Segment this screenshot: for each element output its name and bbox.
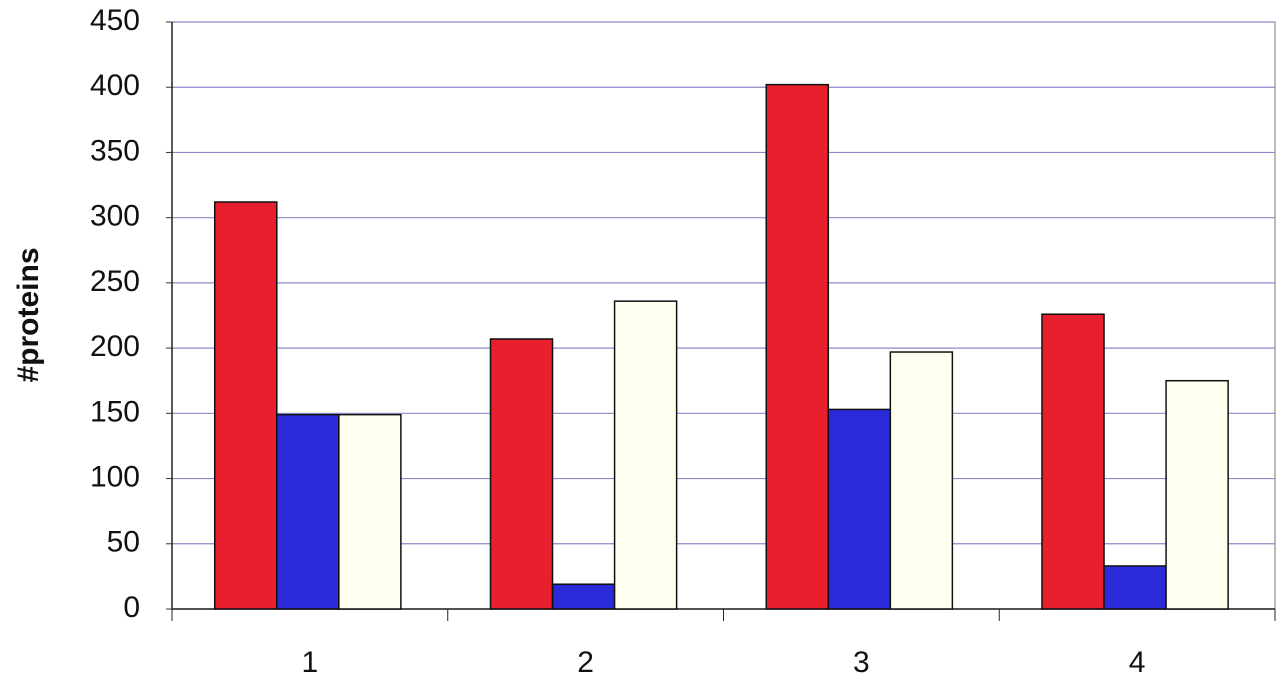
y-axis-label: #proteins (12, 247, 45, 382)
bar (338, 413, 402, 610)
bar (1041, 313, 1105, 610)
y-tick-label: 350 (90, 134, 140, 167)
x-tick-label: 3 (853, 646, 870, 679)
x-tick-label: 1 (302, 646, 319, 679)
y-tick-label: 400 (90, 69, 140, 102)
x-tick-label: 2 (577, 646, 594, 679)
y-tick-label: 250 (90, 265, 140, 298)
bar (551, 583, 616, 610)
y-tick-label: 0 (123, 591, 140, 624)
y-tick-label: 200 (90, 330, 140, 363)
bar (827, 408, 892, 610)
bar (765, 83, 830, 610)
bar (613, 300, 678, 610)
bar (213, 201, 278, 610)
y-tick-label: 100 (90, 460, 140, 493)
bar (1103, 565, 1167, 610)
y-tick-label: 450 (90, 4, 140, 37)
x-tick-label: 4 (1129, 646, 1146, 679)
bar (889, 351, 954, 610)
bar (489, 338, 554, 610)
y-tick-label: 50 (107, 526, 140, 559)
bar (276, 413, 340, 610)
bar (1165, 379, 1229, 610)
y-tick-label: 150 (90, 395, 140, 428)
y-tick-label: 300 (90, 200, 140, 233)
